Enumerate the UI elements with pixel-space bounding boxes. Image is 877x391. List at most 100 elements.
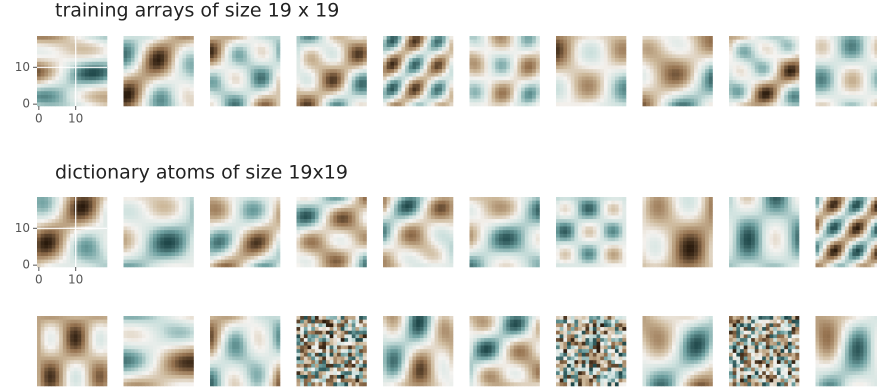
pixel <box>70 260 74 264</box>
pixel <box>755 58 759 62</box>
pixel <box>44 241 48 245</box>
pixel <box>484 40 488 44</box>
pixel <box>657 95 661 99</box>
pixel <box>337 241 341 245</box>
pixel <box>484 36 488 40</box>
pixel <box>431 51 435 55</box>
pixel <box>124 241 128 245</box>
pixel <box>89 252 93 256</box>
pixel <box>168 80 172 84</box>
pixel <box>262 230 266 234</box>
pixel <box>179 219 183 223</box>
pixel <box>532 54 536 58</box>
pixel <box>59 234 63 238</box>
pixel <box>308 238 312 242</box>
pixel <box>89 84 93 88</box>
pixel <box>262 99 266 103</box>
pixel <box>276 102 280 106</box>
pixel <box>574 47 578 51</box>
pixel <box>849 95 853 99</box>
pixel <box>690 84 694 88</box>
pixel <box>66 234 70 238</box>
pixel <box>168 223 172 227</box>
pixel <box>221 69 225 73</box>
pixel <box>300 201 304 205</box>
pixel <box>175 54 179 58</box>
pixel <box>823 80 827 84</box>
pixel <box>427 62 431 66</box>
pixel <box>622 91 626 95</box>
pixel <box>665 62 669 66</box>
pixel <box>262 84 266 88</box>
pixel <box>81 201 85 205</box>
pixel <box>78 212 82 216</box>
pixel <box>59 77 63 81</box>
pixel <box>604 95 608 99</box>
pixel <box>344 84 348 88</box>
pixel <box>668 65 672 69</box>
pixel <box>390 84 394 88</box>
pixel <box>217 43 221 47</box>
pixel <box>683 77 687 81</box>
pixel <box>698 58 702 62</box>
pixel <box>262 51 266 55</box>
pixel <box>182 77 186 81</box>
pixel <box>525 84 529 88</box>
pixel <box>683 88 687 92</box>
pixel <box>435 73 439 77</box>
pixel <box>449 99 453 103</box>
pixel <box>352 245 356 249</box>
pixel <box>585 95 589 99</box>
pixel <box>574 99 578 103</box>
pixel <box>300 230 304 234</box>
pixel <box>341 201 345 205</box>
pixel <box>186 256 190 260</box>
pixel <box>92 230 96 234</box>
pixel <box>657 47 661 51</box>
pixel <box>830 47 834 51</box>
pixel <box>142 252 146 256</box>
pixel <box>827 54 831 58</box>
pixel <box>792 54 796 58</box>
pixel <box>698 102 702 106</box>
pixel <box>788 65 792 69</box>
pixel <box>52 263 56 267</box>
pixel <box>269 215 273 219</box>
pixel <box>269 245 273 249</box>
pixel <box>48 62 52 66</box>
pixel <box>225 73 229 77</box>
pixel <box>168 252 172 256</box>
pixel <box>55 47 59 51</box>
pixel <box>315 201 319 205</box>
pixel <box>186 80 190 84</box>
pixel <box>830 84 834 88</box>
pixel <box>232 249 236 253</box>
pixel <box>41 102 45 106</box>
pixel <box>819 80 823 84</box>
pixel <box>186 58 190 62</box>
pixel <box>823 73 827 77</box>
pixel <box>585 54 589 58</box>
pixel <box>265 54 269 58</box>
pixel <box>182 51 186 55</box>
pixel <box>171 51 175 55</box>
pixel <box>687 95 691 99</box>
pixel <box>59 230 63 234</box>
pixel <box>611 51 615 55</box>
pixel <box>536 99 540 103</box>
pixel <box>438 40 442 44</box>
pixel <box>160 201 164 205</box>
pixel <box>308 249 312 253</box>
pixel <box>48 99 52 103</box>
pixel <box>265 62 269 66</box>
pixel <box>867 73 871 77</box>
pixel <box>773 65 777 69</box>
pixel <box>643 58 647 62</box>
pixel <box>560 54 564 58</box>
pixel <box>251 230 255 234</box>
pixel <box>228 252 232 256</box>
pixel <box>770 95 774 99</box>
pixel <box>777 69 781 73</box>
pixel <box>190 230 194 234</box>
pixel <box>838 65 842 69</box>
